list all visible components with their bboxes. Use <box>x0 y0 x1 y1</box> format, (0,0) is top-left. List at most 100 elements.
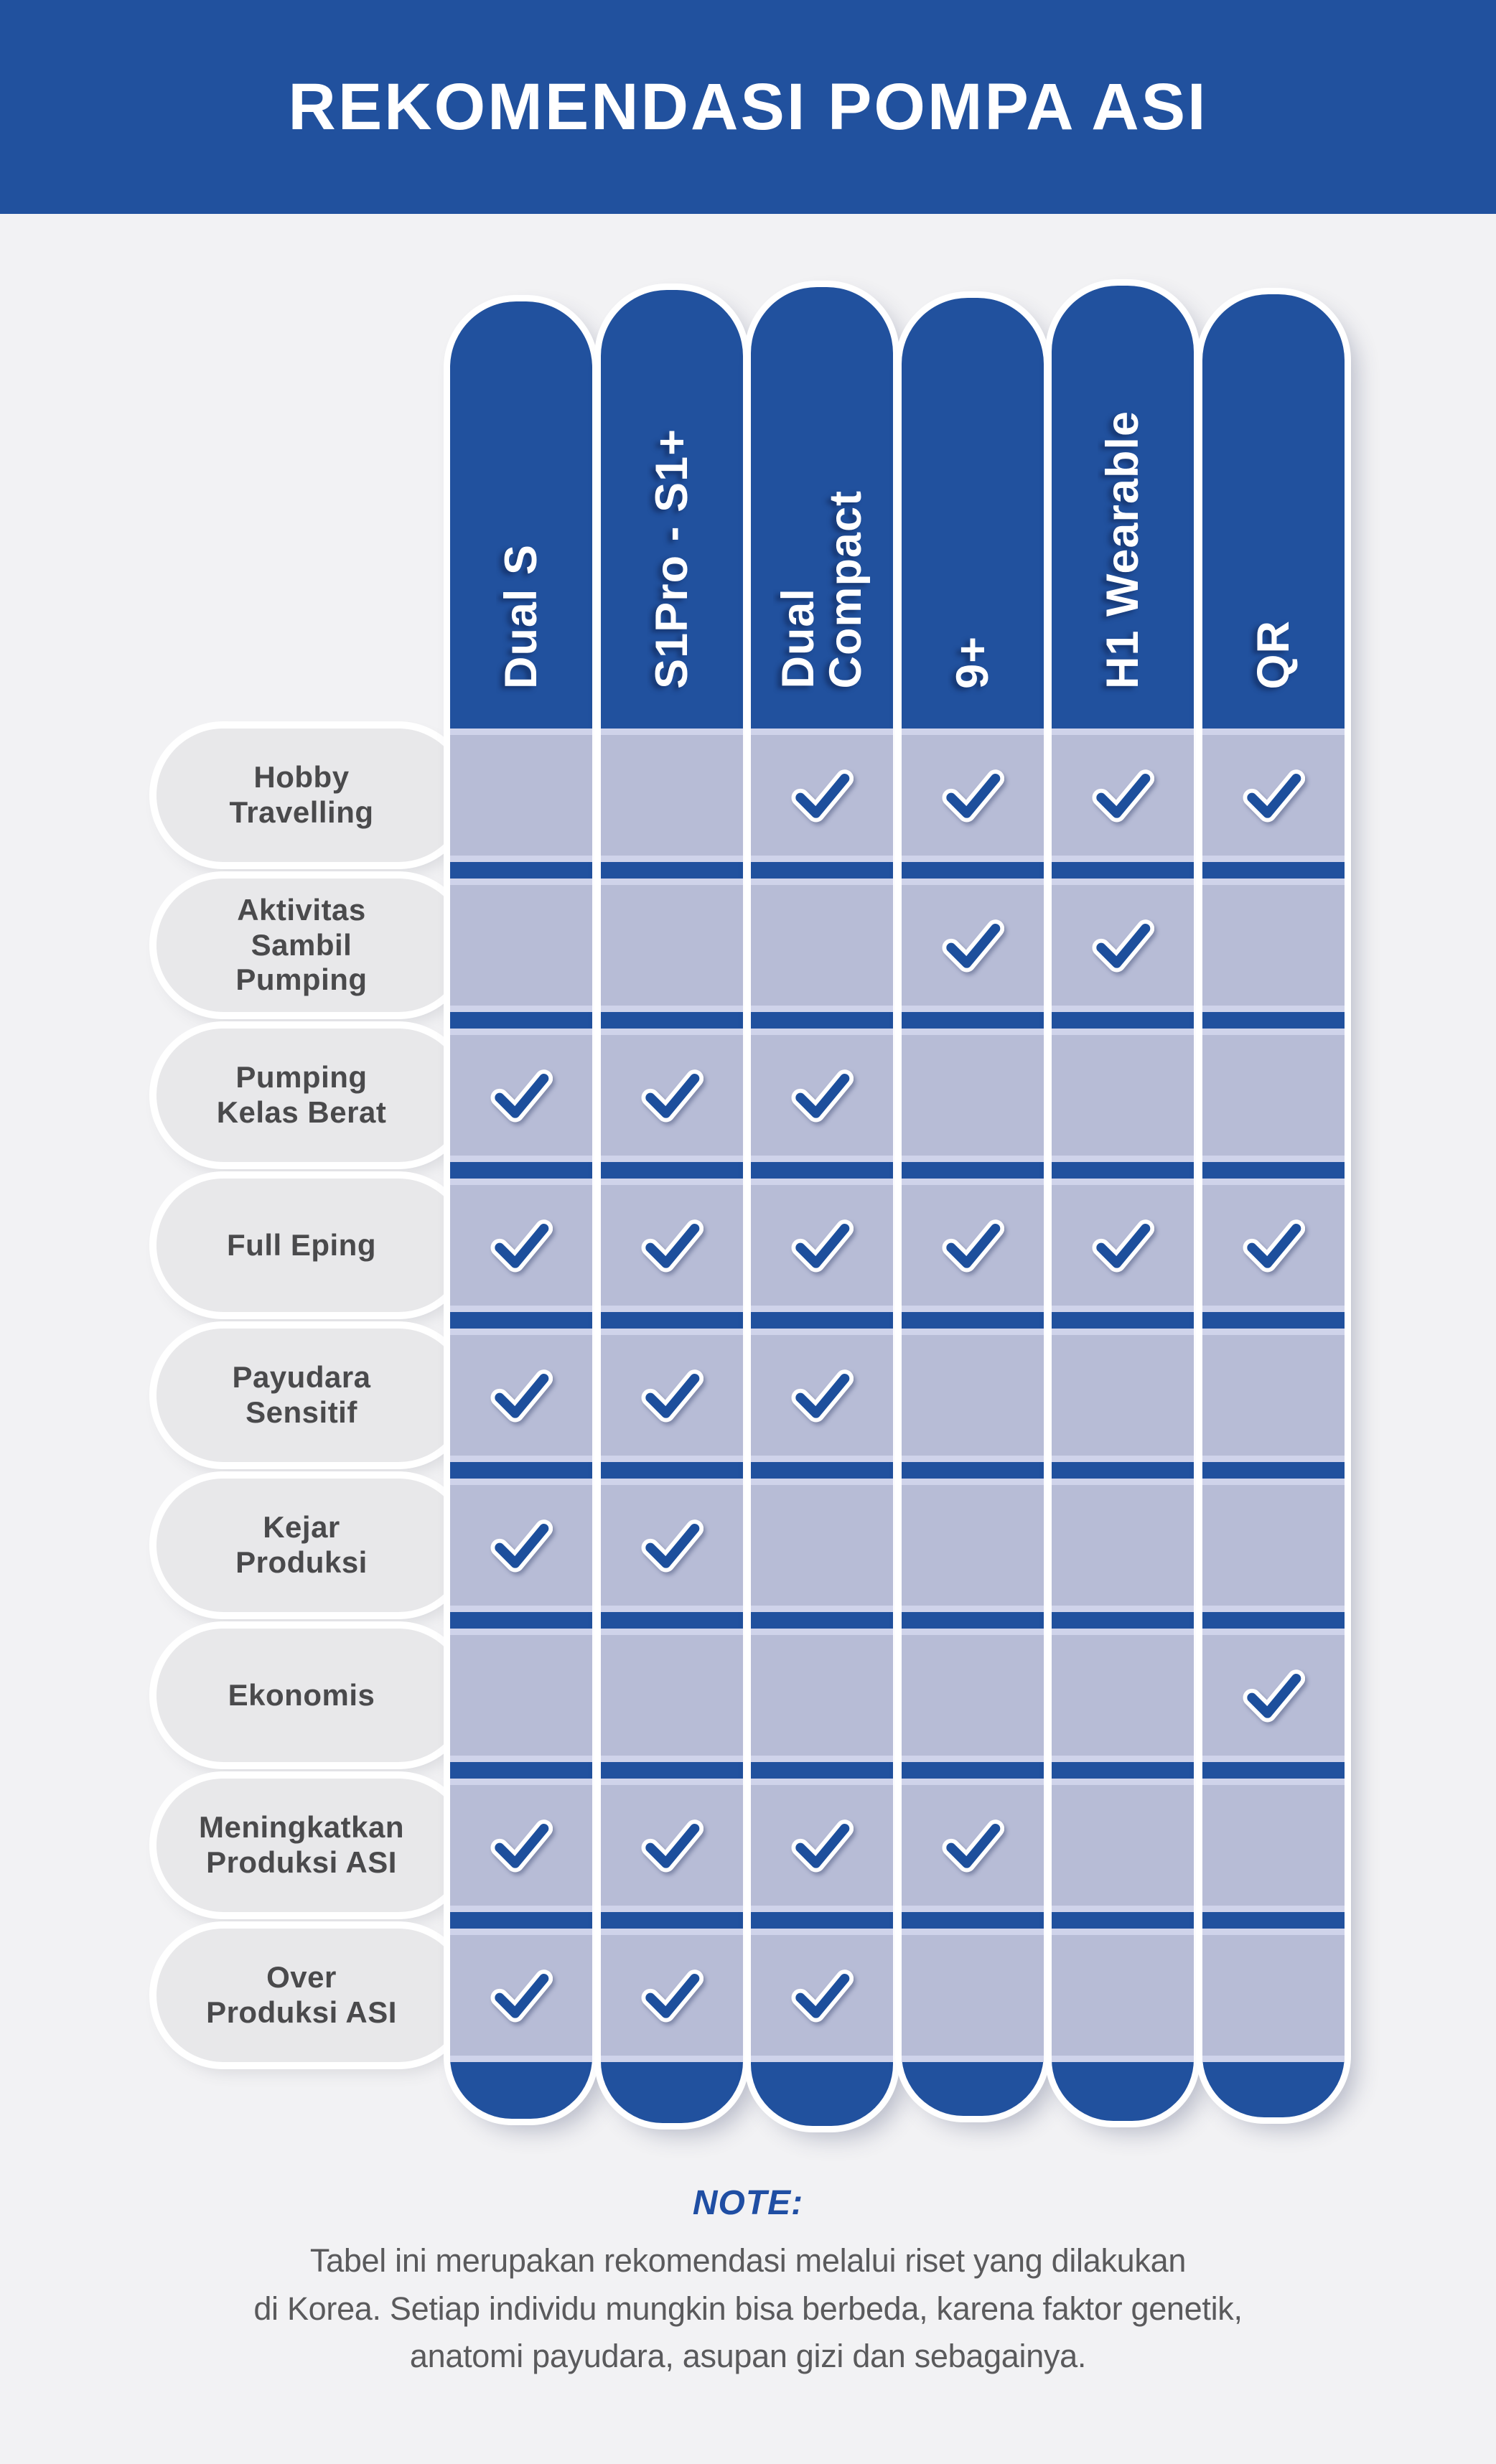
cell-payudara-sensitif--h1-wearable <box>1052 1329 1194 1462</box>
check-icon <box>791 1969 854 2023</box>
row-label-text: Hobby Travelling <box>229 760 374 829</box>
row-label-hobby-travelling: Hobby Travelling <box>156 729 465 862</box>
check-icon <box>1243 1669 1305 1723</box>
check-icon <box>641 1519 703 1573</box>
cell-over-produksi-asi--qr <box>1202 1929 1345 2062</box>
check-icon <box>641 1219 703 1273</box>
cell-aktivitas-sambil-pumping--dual-compact <box>751 879 893 1012</box>
cell-pumping-kelas-berat--9plus <box>902 1029 1044 1162</box>
check-icon <box>942 919 1004 973</box>
note-body: Tabel ini merupakan rekomendasi melalui … <box>253 2242 1243 2375</box>
check-icon <box>490 1969 553 2023</box>
row-label-pumping-kelas-berat: Pumping Kelas Berat <box>156 1029 465 1162</box>
cell-meningkatkan-produksi-asi--h1-wearable <box>1052 1779 1194 1912</box>
row-label-meningkatkan-produksi-asi: Meningkatkan Produksi ASI <box>156 1779 465 1912</box>
cell-payudara-sensitif--9plus <box>902 1329 1044 1462</box>
row-label-text: Aktivitas Sambil Pumping <box>235 892 368 997</box>
check-icon <box>490 1219 553 1273</box>
cell-pumping-kelas-berat--h1-wearable <box>1052 1029 1194 1162</box>
check-icon <box>1092 1219 1154 1273</box>
row-label-text: Ekonomis <box>228 1677 375 1712</box>
check-icon <box>942 1219 1004 1273</box>
row-label-text: Payudara Sensitif <box>232 1360 371 1429</box>
check-icon <box>490 1519 553 1573</box>
row-label-over-produksi-asi: Over Produksi ASI <box>156 1929 465 2062</box>
cell-ekonomis--9plus <box>902 1629 1044 1762</box>
cell-aktivitas-sambil-pumping--9plus <box>902 879 1044 1012</box>
check-icon <box>1092 919 1154 973</box>
cell-full-eping--s1pro-s1plus <box>601 1179 743 1312</box>
check-icon <box>942 1819 1004 1873</box>
row-label-payudara-sensitif: Payudara Sensitif <box>156 1329 465 1462</box>
cell-aktivitas-sambil-pumping--qr <box>1202 879 1345 1012</box>
cell-over-produksi-asi--dual-compact <box>751 1929 893 2062</box>
cell-kejar-produksi--9plus <box>902 1479 1044 1612</box>
cell-meningkatkan-produksi-asi--qr <box>1202 1779 1345 1912</box>
check-icon <box>791 1219 854 1273</box>
cell-full-eping--h1-wearable <box>1052 1179 1194 1312</box>
check-icon <box>791 769 854 823</box>
check-icon <box>942 769 1004 823</box>
note-section: NOTE: Tabel ini merupakan rekomendasi me… <box>0 2183 1496 2381</box>
check-icon <box>490 1069 553 1123</box>
cell-full-eping--9plus <box>902 1179 1044 1312</box>
cell-kejar-produksi--qr <box>1202 1479 1345 1612</box>
cell-ekonomis--dual-compact <box>751 1629 893 1762</box>
cell-meningkatkan-produksi-asi--dual-compact <box>751 1779 893 1912</box>
cell-ekonomis--s1pro-s1plus <box>601 1629 743 1762</box>
page-title: REKOMENDASI POMPA ASI <box>288 70 1208 144</box>
cell-hobby-travelling--qr <box>1202 729 1345 862</box>
cell-ekonomis--qr <box>1202 1629 1345 1762</box>
cell-payudara-sensitif--dual-compact <box>751 1329 893 1462</box>
cell-over-produksi-asi--dual-s <box>450 1929 592 2062</box>
cell-payudara-sensitif--qr <box>1202 1329 1345 1462</box>
check-icon <box>641 1369 703 1423</box>
cell-hobby-travelling--dual-compact <box>751 729 893 862</box>
row-label-full-eping: Full Eping <box>156 1179 465 1312</box>
cell-meningkatkan-produksi-asi--dual-s <box>450 1779 592 1912</box>
row-label-text: Meningkatkan Produksi ASI <box>198 1810 405 1879</box>
cell-ekonomis--h1-wearable <box>1052 1629 1194 1762</box>
row-label-aktivitas-sambil-pumping: Aktivitas Sambil Pumping <box>156 879 465 1012</box>
cell-pumping-kelas-berat--dual-compact <box>751 1029 893 1162</box>
check-icon <box>1243 1219 1305 1273</box>
row-label-text: Pumping Kelas Berat <box>216 1060 387 1129</box>
check-icon <box>490 1369 553 1423</box>
cell-aktivitas-sambil-pumping--s1pro-s1plus <box>601 879 743 1012</box>
check-icon <box>1243 769 1305 823</box>
cell-hobby-travelling--9plus <box>902 729 1044 862</box>
check-icon <box>641 1969 703 2023</box>
cell-over-produksi-asi--h1-wearable <box>1052 1929 1194 2062</box>
note-heading: NOTE: <box>692 2184 804 2222</box>
check-icon <box>1092 769 1154 823</box>
check-icon <box>791 1069 854 1123</box>
check-icon <box>791 1819 854 1873</box>
cell-full-eping--dual-s <box>450 1179 592 1312</box>
row-label-ekonomis: Ekonomis <box>156 1629 465 1762</box>
cell-hobby-travelling--s1pro-s1plus <box>601 729 743 862</box>
cell-ekonomis--dual-s <box>450 1629 592 1762</box>
check-icon <box>791 1369 854 1423</box>
cell-payudara-sensitif--s1pro-s1plus <box>601 1329 743 1462</box>
cell-full-eping--dual-compact <box>751 1179 893 1312</box>
cell-kejar-produksi--dual-s <box>450 1479 592 1612</box>
row-label-text: Full Eping <box>227 1227 376 1262</box>
cell-over-produksi-asi--s1pro-s1plus <box>601 1929 743 2062</box>
cell-hobby-travelling--dual-s <box>450 729 592 862</box>
cell-hobby-travelling--h1-wearable <box>1052 729 1194 862</box>
cell-aktivitas-sambil-pumping--h1-wearable <box>1052 879 1194 1012</box>
cell-meningkatkan-produksi-asi--9plus <box>902 1779 1044 1912</box>
cell-aktivitas-sambil-pumping--dual-s <box>450 879 592 1012</box>
cell-kejar-produksi--dual-compact <box>751 1479 893 1612</box>
row-label-text: Over Produksi ASI <box>206 1960 397 2029</box>
cell-meningkatkan-produksi-asi--s1pro-s1plus <box>601 1779 743 1912</box>
check-icon <box>641 1819 703 1873</box>
title-banner: REKOMENDASI POMPA ASI <box>0 0 1496 214</box>
cell-pumping-kelas-berat--qr <box>1202 1029 1345 1162</box>
cell-kejar-produksi--s1pro-s1plus <box>601 1479 743 1612</box>
row-label-kejar-produksi: Kejar Produksi <box>156 1479 465 1612</box>
cell-over-produksi-asi--9plus <box>902 1929 1044 2062</box>
check-icon <box>490 1819 553 1873</box>
